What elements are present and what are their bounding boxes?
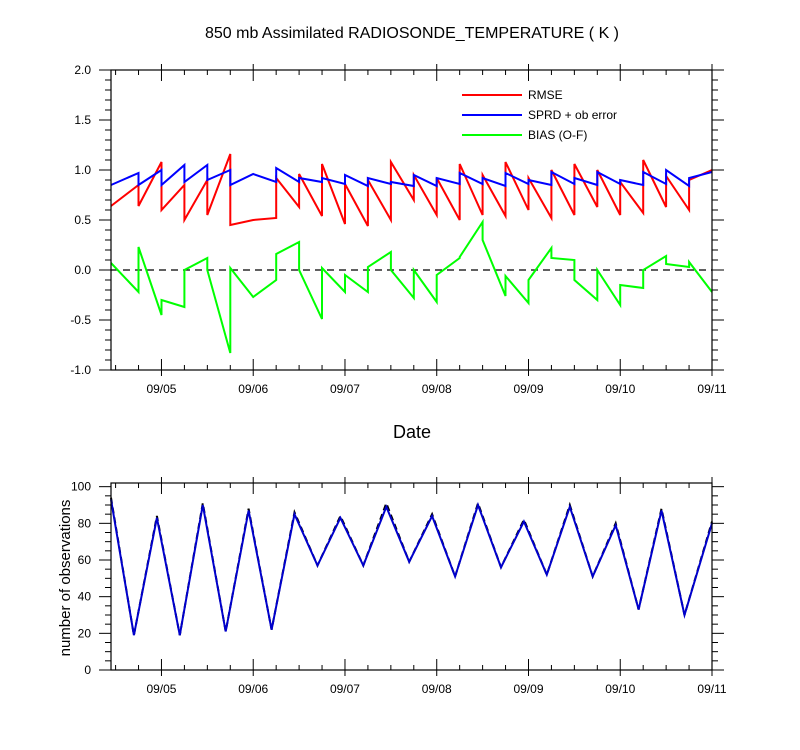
x-tick-label: 09/09 [513, 382, 543, 396]
y-tick-label: 100 [71, 480, 91, 494]
y-tick-label: 0 [84, 663, 91, 677]
bottom-ticks [99, 477, 724, 676]
legend-label: RMSE [528, 88, 563, 102]
bottom-series [110, 497, 713, 636]
y-tick-label: 60 [78, 553, 92, 567]
x-tick-label: 09/11 [697, 682, 726, 696]
y-tick-label: -1.0 [70, 363, 91, 377]
x-tick-label: 09/10 [605, 682, 635, 696]
x-axis-label: Date [393, 422, 431, 442]
y-tick-label: 2.0 [74, 63, 91, 77]
x-tick-label: 09/06 [238, 382, 268, 396]
bottom-plot-frame [110, 482, 713, 671]
x-tick-label: 09/08 [422, 682, 452, 696]
x-tick-label: 09/07 [330, 682, 360, 696]
top-plot-frame [110, 69, 713, 371]
x-tick-label: 09/10 [605, 382, 635, 396]
y-tick-label: -0.5 [70, 313, 91, 327]
legend-label: SPRD + ob error [528, 108, 617, 122]
y-tick-label: 20 [78, 626, 92, 640]
series-line-observations-possible [110, 499, 713, 636]
legend: RMSE SPRD + ob error BIAS (O-F) [462, 88, 617, 142]
series-line-bias-o-f [110, 218, 713, 354]
x-tick-label: 09/08 [422, 382, 452, 396]
series-line-sprd-ob-error [110, 162, 713, 188]
legend-label: BIAS (O-F) [528, 128, 587, 142]
y-tick-label: 40 [78, 590, 92, 604]
y-tick-label: 80 [78, 516, 92, 530]
top-series [110, 153, 713, 354]
x-tick-label: 09/05 [146, 682, 176, 696]
x-tick-label: 09/11 [697, 382, 726, 396]
bottom-tick-labels: 09/05 09/06 09/07 09/08 09/09 09/10 09/11 0 20 40… [71, 480, 727, 696]
y-tick-label: 0.5 [74, 213, 91, 227]
y-tick-label: 0.0 [74, 263, 91, 277]
top-panel: 09/05 09/06 09/07 09/08 09/09 09/10 09/11 -1.0 -… [70, 63, 727, 396]
top-tick-labels: 09/05 09/06 09/07 09/08 09/09 09/10 09/11 -1.0 -… [70, 63, 727, 396]
chart-title: 850 mb Assimilated RADIOSONDE_TEMPERATUR… [205, 25, 619, 42]
x-tick-label: 09/06 [238, 682, 268, 696]
series-line-rmse [110, 153, 713, 227]
x-tick-label: 09/09 [513, 682, 543, 696]
y-axis-label: number of observations [57, 500, 74, 657]
top-ticks [99, 64, 724, 376]
y-tick-label: 1.0 [74, 163, 91, 177]
x-tick-label: 09/05 [146, 382, 176, 396]
bottom-panel: 09/05 09/06 09/07 09/08 09/09 09/10 09/11 0 20 40… [71, 477, 727, 696]
x-tick-label: 09/07 [330, 382, 360, 396]
y-tick-label: 1.5 [74, 113, 91, 127]
